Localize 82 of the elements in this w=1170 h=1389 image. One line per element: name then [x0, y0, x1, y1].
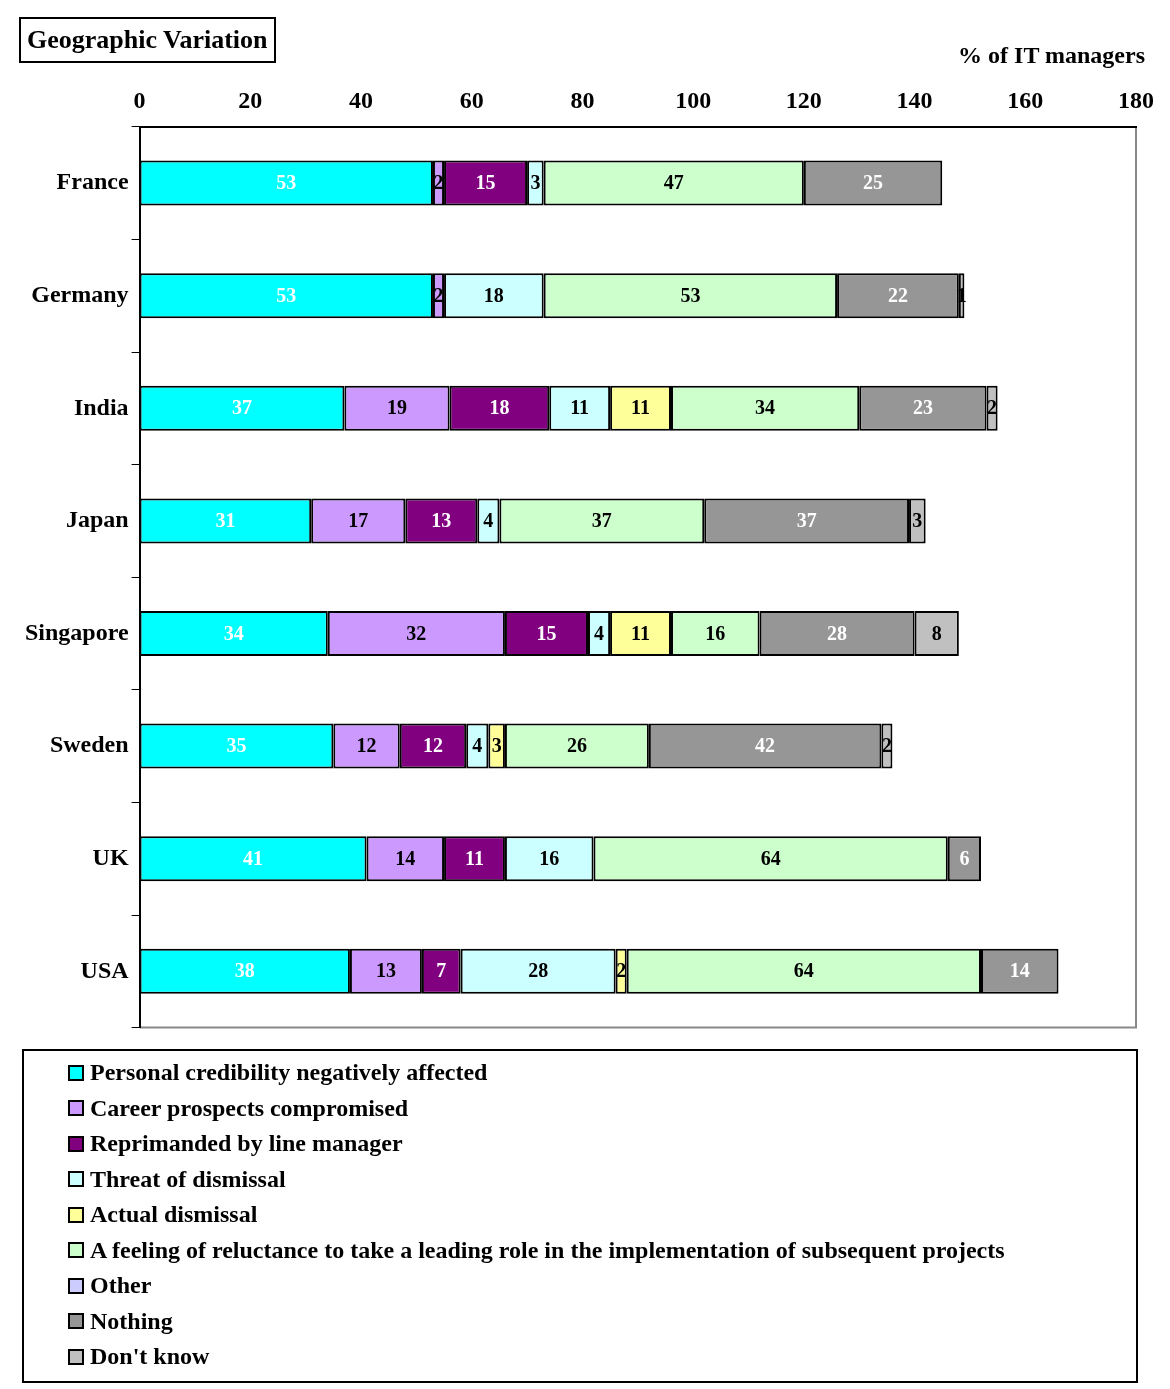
data-label: 6	[959, 846, 970, 869]
data-label: 18	[483, 283, 504, 306]
legend-label: Reprimanded by line manager	[90, 1130, 403, 1158]
y-tick-label: Germany	[31, 280, 129, 307]
data-label: 15	[536, 621, 557, 644]
data-label: 12	[356, 734, 377, 757]
data-label: 32	[406, 621, 427, 644]
data-label: 34	[223, 621, 244, 644]
legend-label: Nothing	[90, 1307, 173, 1335]
data-label: 2	[616, 959, 627, 982]
data-label: 4	[472, 734, 483, 757]
x-tick-label: 20	[238, 86, 263, 113]
data-label: 11	[570, 396, 590, 419]
data-label: 53	[276, 283, 297, 306]
data-label: 16	[539, 846, 560, 869]
x-tick-label: 40	[349, 86, 374, 113]
data-label: 11	[631, 396, 651, 419]
data-label: 37	[231, 396, 252, 419]
x-tick-label: 160	[1007, 86, 1044, 113]
legend-label: Personal credibility negatively affected	[90, 1059, 488, 1087]
data-label: 37	[796, 509, 817, 532]
data-label: 64	[760, 846, 781, 869]
data-label: 8	[931, 621, 942, 644]
data-label: 3	[491, 734, 502, 757]
data-label: 64	[793, 959, 814, 982]
legend-label: A feeling of reluctance to take a leading role in the implementation of subsequent projects	[90, 1236, 1005, 1264]
data-label: 47	[663, 171, 684, 194]
data-label: 13	[375, 959, 396, 982]
data-label: 14	[1009, 959, 1030, 982]
data-label: 22	[887, 283, 908, 306]
legend-label: Actual dismissal	[90, 1201, 258, 1229]
x-tick-label: 120	[785, 86, 822, 113]
data-label: 17	[348, 509, 369, 532]
data-label: 53	[680, 283, 701, 306]
x-tick-label: 140	[896, 86, 933, 113]
data-label: 28	[528, 959, 549, 982]
data-label: 26	[566, 734, 587, 757]
x-tick-label: 180	[1118, 86, 1154, 113]
data-label: 35	[226, 734, 247, 757]
x-axis-title: % of IT managers	[958, 42, 1145, 69]
data-label: 16	[705, 621, 726, 644]
y-tick-label: Singapore	[24, 618, 129, 645]
data-label: 19	[386, 396, 407, 419]
data-label: 34	[755, 396, 776, 419]
data-label: 41	[243, 846, 264, 869]
y-tick-label: India	[73, 393, 129, 420]
data-label: 4	[483, 509, 494, 532]
y-tick-label: UK	[92, 843, 129, 870]
data-label: 3	[912, 509, 923, 532]
data-label: 28	[827, 621, 848, 644]
data-label: 42	[755, 734, 776, 757]
data-label: 15	[475, 171, 496, 194]
data-label: 13	[431, 509, 452, 532]
data-label: 53	[276, 171, 297, 194]
legend-label: Career prospects compromised	[90, 1094, 409, 1122]
data-label: 14	[395, 846, 416, 869]
data-label: 12	[422, 734, 443, 757]
legend-label: Don't know	[90, 1343, 210, 1371]
data-label: 3	[530, 171, 541, 194]
data-label: 11	[631, 621, 651, 644]
y-tick-label: France	[56, 168, 129, 195]
data-label: 31	[215, 509, 236, 532]
data-label: 2	[987, 396, 998, 419]
data-label: 18	[489, 396, 510, 419]
x-tick-label: 60	[459, 86, 484, 113]
data-label: 2	[881, 734, 892, 757]
x-tick-label: 0	[133, 86, 146, 113]
data-label: 11	[465, 846, 484, 869]
data-label: 7	[436, 959, 447, 982]
legend-label: Threat of dismissal	[90, 1165, 286, 1193]
y-tick-label: USA	[80, 956, 130, 983]
x-tick-label: 100	[675, 86, 712, 113]
y-tick-label: Sweden	[49, 731, 129, 758]
data-label: 37	[591, 509, 612, 532]
data-label: 23	[912, 396, 933, 419]
x-tick-label: 80	[570, 86, 595, 113]
data-label: 25	[863, 171, 884, 194]
legend-label: Other	[90, 1272, 152, 1300]
data-label: 4	[594, 621, 605, 644]
y-tick-label: Japan	[65, 506, 129, 533]
chart-title: Geographic Variation	[19, 17, 276, 63]
data-label: 38	[234, 959, 255, 982]
